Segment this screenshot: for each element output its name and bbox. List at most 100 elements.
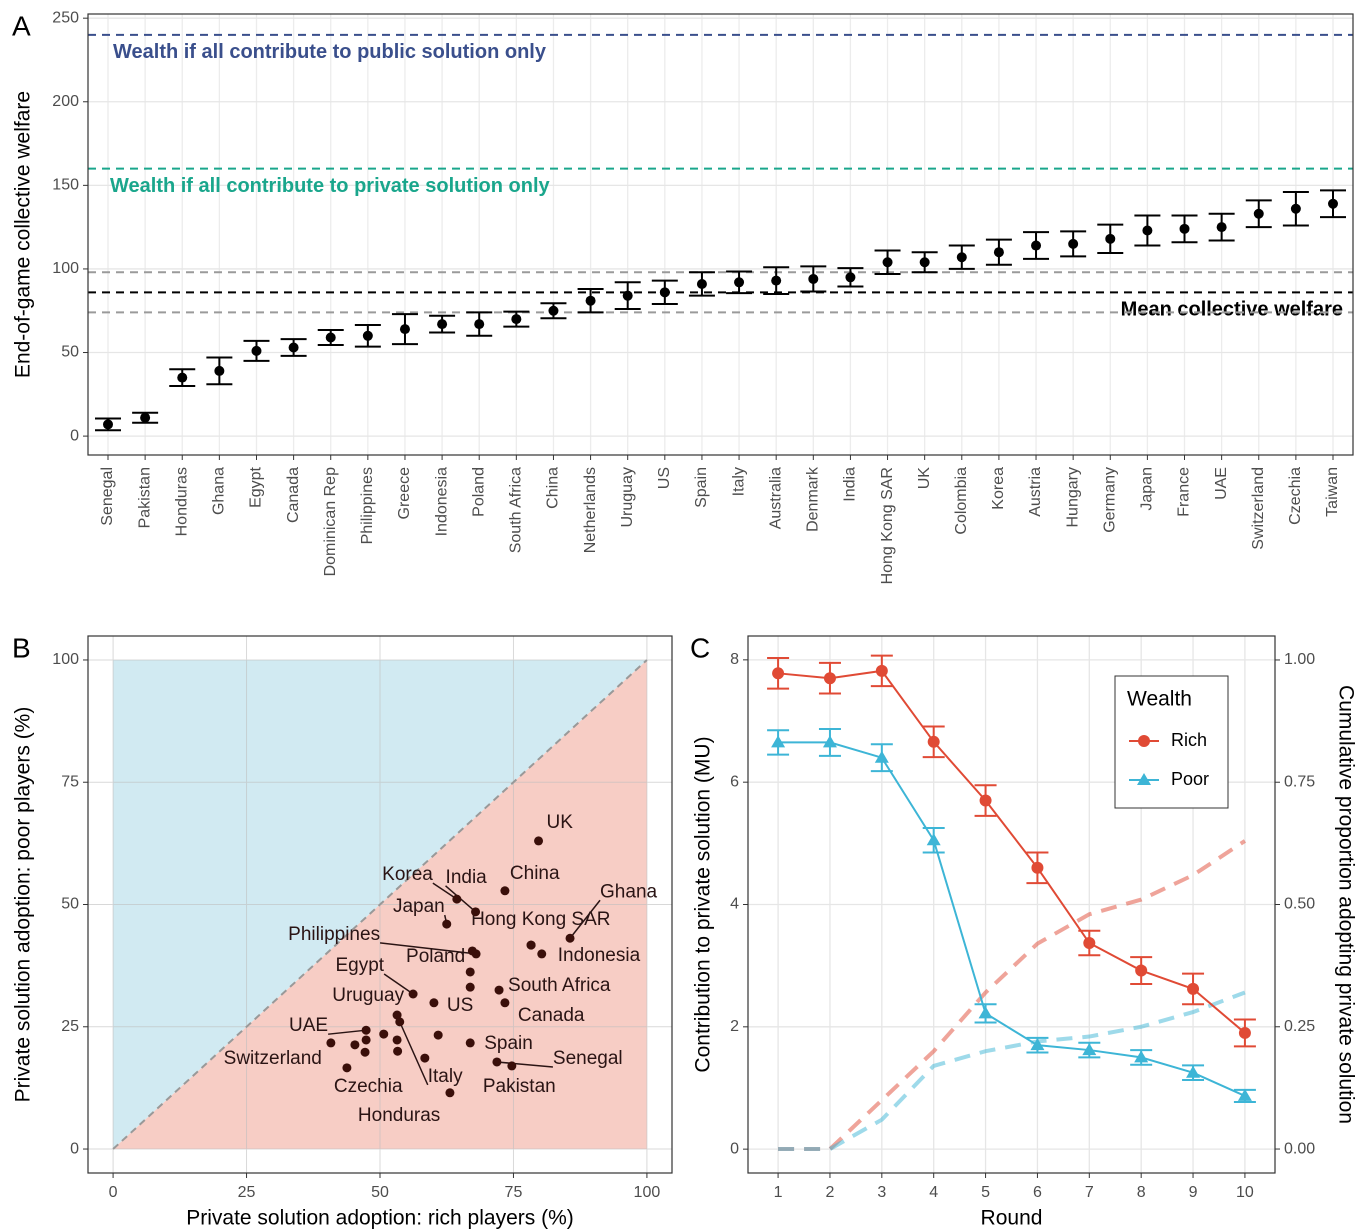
leader-line [383, 973, 414, 995]
x-tick-label: Pakistan [136, 467, 153, 528]
marker [1238, 1026, 1251, 1039]
point [507, 1061, 517, 1071]
reference-label: Mean collective welfare [1121, 299, 1343, 321]
y-tick-label: 75 [61, 773, 79, 790]
reference-label: Wealth if all contribute to private solu… [110, 175, 551, 197]
x-tick-label: Switzerland [1250, 467, 1267, 550]
x-tick-label: Senegal [99, 467, 116, 526]
legend-title: Wealth [1127, 688, 1192, 711]
point [494, 985, 504, 995]
diagonal [112, 659, 648, 1150]
point-label: Honduras [358, 1105, 440, 1126]
x-tick-label: 3 [877, 1184, 886, 1201]
y-tick-label: 0.75 [1284, 773, 1315, 790]
y-tick-label: 250 [52, 9, 79, 26]
x-tick-label: Honduras [173, 467, 190, 536]
x-tick-label: 6 [1033, 1184, 1042, 1201]
point [392, 1010, 402, 1020]
leader-line [380, 942, 477, 955]
x-tick-label: 9 [1189, 1184, 1198, 1201]
marker [772, 667, 785, 680]
point-label: China [510, 863, 560, 884]
y-tick-label: 50 [61, 896, 79, 913]
mean-point [325, 332, 336, 343]
mean-point [659, 287, 670, 298]
y-tick-label: 0 [730, 1140, 739, 1157]
marker [1237, 1088, 1252, 1101]
x-tick-label: 25 [238, 1184, 256, 1201]
marker [1082, 1043, 1097, 1056]
mean-point [1031, 240, 1042, 251]
x-tick-label: China [545, 467, 562, 509]
point-label: Italy [428, 1066, 463, 1087]
mean-point [548, 305, 559, 316]
x-tick-label: Netherlands [582, 467, 599, 553]
x-tick-label: 100 [634, 1184, 661, 1201]
reference-label: Wealth if all contribute to public solut… [113, 41, 547, 63]
point-label: Korea [382, 864, 433, 885]
point [361, 1035, 371, 1045]
x-tick-label: Czechia [1287, 467, 1304, 525]
x-tick-label: Indonesia [433, 467, 450, 536]
leader-line [328, 1029, 367, 1035]
mean-point [362, 330, 373, 341]
point-label: Philippines [288, 924, 380, 945]
y-tick-label: 1.00 [1284, 651, 1315, 668]
panel-letter: A [12, 10, 31, 41]
y-tick-label: 100 [52, 651, 79, 668]
x-tick-label: India [842, 467, 859, 502]
leader-line [399, 1021, 429, 1086]
series-line [778, 741, 1246, 1097]
x-tick-label: 7 [1085, 1184, 1094, 1201]
point-label: Pakistan [483, 1076, 556, 1097]
mean-point [696, 278, 707, 289]
marker [874, 750, 889, 763]
marker [1031, 861, 1044, 874]
x-tick-label: Ghana [211, 467, 228, 515]
x-tick-label: Philippines [359, 467, 376, 544]
axis-title: End-of-game collective welfare [12, 91, 35, 378]
point [537, 949, 547, 959]
point [360, 1047, 370, 1057]
x-tick-label: 5 [981, 1184, 990, 1201]
point-label: Uruguay [332, 985, 404, 1006]
x-tick-label: UK [916, 467, 933, 490]
point [350, 1040, 360, 1050]
x-tick-label: US [656, 467, 673, 489]
point-label: South Africa [508, 975, 611, 996]
mean-point [771, 275, 782, 286]
marker [979, 794, 992, 807]
point [392, 1035, 402, 1045]
x-tick-label: UAE [1213, 467, 1230, 500]
y-tick-label: 0 [70, 1140, 79, 1157]
mean-point [140, 412, 151, 423]
point [500, 886, 510, 896]
mean-point [1328, 198, 1338, 209]
mean-point [511, 314, 522, 325]
series-line [777, 669, 1246, 1034]
point-label: Senegal [553, 1048, 623, 1069]
point [492, 1057, 502, 1067]
x-tick-label: South Africa [508, 467, 525, 553]
x-tick-label: Taiwan [1324, 467, 1341, 517]
x-tick-label: Poland [470, 467, 487, 517]
x-tick-label: Denmark [805, 466, 822, 532]
mean-point [1142, 225, 1153, 236]
x-tick-label: Greece [396, 467, 413, 520]
mean-point [437, 319, 448, 330]
mean-point [103, 419, 113, 430]
y-tick-label: 6 [730, 773, 739, 790]
x-tick-label: Canada [285, 467, 302, 523]
marker [771, 735, 786, 748]
x-tick-label: 0 [109, 1184, 118, 1201]
point [442, 919, 452, 929]
mean-point [993, 247, 1004, 258]
point [326, 1038, 336, 1048]
point [565, 933, 575, 943]
x-tick-label: Dominican Rep [322, 467, 339, 576]
x-tick-label: Austria [1027, 467, 1044, 517]
mean-point [1253, 208, 1264, 219]
axis-title: Private solution adoption: poor players … [12, 707, 35, 1103]
legend-marker [1137, 773, 1151, 785]
